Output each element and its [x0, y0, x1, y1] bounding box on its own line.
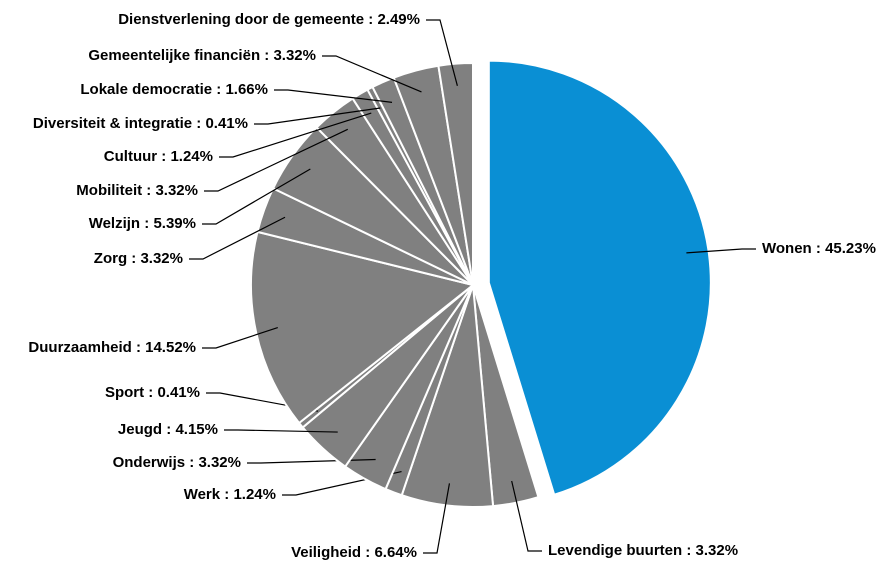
- pie-slice: [487, 59, 712, 497]
- label-separator: :: [162, 421, 175, 438]
- label-category: Zorg: [94, 250, 127, 267]
- label-separator: :: [185, 454, 198, 471]
- slice-label: Gemeentelijke financiën : 3.32%: [88, 47, 316, 64]
- label-value: 3.32%: [696, 542, 739, 559]
- label-category: Levendige buurten: [548, 542, 682, 559]
- label-separator: :: [157, 148, 170, 165]
- leader-line: [511, 480, 542, 552]
- label-category: Dienstverlening door de gemeente: [118, 11, 364, 28]
- label-value: 1.24%: [170, 148, 213, 165]
- label-separator: :: [260, 47, 273, 64]
- label-separator: :: [212, 81, 225, 98]
- label-separator: :: [127, 250, 140, 267]
- label-category: Veiligheid: [291, 544, 361, 561]
- leader-line: [423, 483, 451, 554]
- leader-line: [202, 168, 311, 225]
- label-separator: :: [144, 384, 157, 401]
- leader-line: [224, 429, 338, 433]
- label-separator: :: [812, 240, 825, 257]
- label-category: Welzijn: [89, 215, 140, 232]
- pie-slice: [250, 230, 476, 425]
- label-value: 1.24%: [233, 486, 276, 503]
- leader-line: [254, 107, 381, 125]
- slice-label: Welzijn : 5.39%: [89, 215, 196, 232]
- label-separator: :: [132, 339, 145, 356]
- label-separator: :: [142, 182, 155, 199]
- label-value: 3.32%: [273, 47, 316, 64]
- label-category: Duurzaamheid: [28, 339, 131, 356]
- label-category: Lokale democratie: [80, 81, 212, 98]
- label-separator: :: [682, 542, 695, 559]
- leader-line: [274, 89, 393, 103]
- label-value: 0.41%: [205, 115, 248, 132]
- label-value: 2.49%: [377, 11, 420, 28]
- slice-label: Levendige buurten : 3.32%: [548, 542, 738, 559]
- slice-label: Dienstverlening door de gemeente : 2.49%: [118, 11, 420, 28]
- slice-label: Diversiteit & integratie : 0.41%: [33, 115, 248, 132]
- label-value: 0.41%: [157, 384, 200, 401]
- pie-slice: [437, 61, 474, 286]
- slice-label: Lokale democratie : 1.66%: [80, 81, 268, 98]
- label-value: 45.23%: [825, 240, 876, 257]
- slice-label: Veiligheid : 6.64%: [291, 544, 417, 561]
- label-category: Mobiliteit: [76, 182, 142, 199]
- label-category: Gemeentelijke financiën: [88, 47, 260, 64]
- slice-label: Jeugd : 4.15%: [118, 421, 218, 438]
- leader-line: [202, 326, 278, 349]
- label-category: Sport: [105, 384, 144, 401]
- slice-label: Duurzaamheid : 14.52%: [28, 339, 196, 356]
- label-value: 5.39%: [153, 215, 196, 232]
- leader-line: [426, 19, 458, 86]
- label-value: 3.32%: [198, 454, 241, 471]
- label-separator: :: [364, 11, 377, 28]
- label-value: 6.64%: [374, 544, 417, 561]
- label-separator: :: [361, 544, 374, 561]
- label-category: Werk: [184, 486, 221, 503]
- label-value: 3.32%: [155, 182, 198, 199]
- slice-label: Mobiliteit : 3.32%: [76, 182, 198, 199]
- label-value: 1.66%: [225, 81, 268, 98]
- slice-label: Cultuur : 1.24%: [104, 148, 213, 165]
- label-category: Wonen: [762, 240, 812, 257]
- slice-label: Zorg : 3.32%: [94, 250, 183, 267]
- leader-line: [322, 55, 422, 93]
- label-category: Diversiteit & integratie: [33, 115, 192, 132]
- label-separator: :: [140, 215, 153, 232]
- slice-label: Sport : 0.41%: [105, 384, 200, 401]
- label-category: Onderwijs: [113, 454, 186, 471]
- label-value: 3.32%: [140, 250, 183, 267]
- slice-label: Werk : 1.24%: [184, 486, 276, 503]
- leader-line: [219, 112, 372, 158]
- label-separator: :: [192, 115, 205, 132]
- leader-line: [189, 216, 286, 260]
- slice-label: Wonen : 45.23%: [762, 240, 876, 257]
- label-category: Jeugd: [118, 421, 162, 438]
- slice-label: Onderwijs : 3.32%: [113, 454, 241, 471]
- leader-line: [204, 128, 349, 192]
- label-value: 4.15%: [175, 421, 218, 438]
- label-value: 14.52%: [145, 339, 196, 356]
- label-separator: :: [220, 486, 233, 503]
- label-category: Cultuur: [104, 148, 157, 165]
- leader-line: [686, 248, 756, 254]
